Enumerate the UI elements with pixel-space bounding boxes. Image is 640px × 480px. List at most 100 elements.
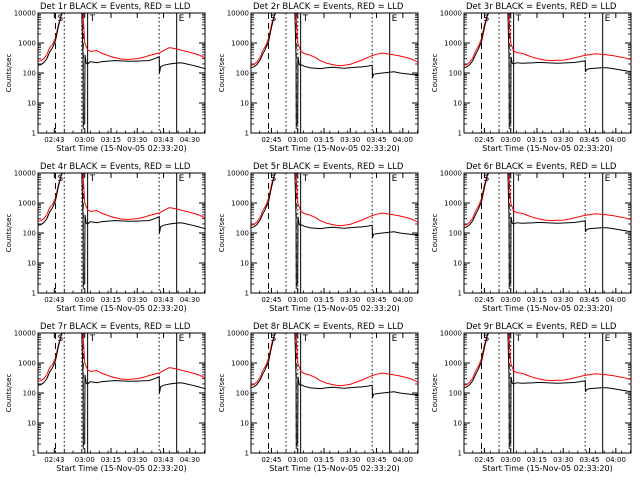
x-tick-label: 03:15 <box>101 456 121 464</box>
panel-det-6: Det 6r BLACK = Events, RED = LLD 1 10 100 10… <box>431 162 632 313</box>
data-series-group <box>38 333 205 445</box>
x-tick-label: 03:15 <box>101 136 121 144</box>
time-marker-label: E <box>179 174 185 184</box>
y-tick-label: 1000 <box>444 40 462 48</box>
panel-title: Det 5r BLACK = Events, RED = LLD <box>253 162 404 172</box>
x-tick-label: 03:00 <box>75 296 95 304</box>
y-tick-label: 1 <box>458 450 462 458</box>
data-series-group <box>251 333 418 445</box>
data-series-group <box>251 173 418 285</box>
time-marker-label: T <box>302 14 309 24</box>
y-tick-label: 10 <box>453 420 462 428</box>
time-marker-label: E <box>392 174 398 184</box>
time-marker-label: E <box>392 14 398 24</box>
time-marker-label: E <box>605 14 611 24</box>
plot-frame <box>37 332 206 454</box>
y-tick-label: 10 <box>27 260 36 268</box>
x-tick-label: 03:00 <box>75 136 95 144</box>
x-tick-label: 04:00 <box>606 456 626 464</box>
x-tick-label: 03:15 <box>314 136 334 144</box>
x-tick-label: 03:45 <box>579 136 599 144</box>
y-tick-label: 10000 <box>14 330 36 338</box>
y-tick-label: 100 <box>236 230 249 238</box>
y-tick-label: 1000 <box>444 360 462 368</box>
y-axis-label: Counts/sec <box>218 54 226 93</box>
y-axis-label: Counts/sec <box>431 374 439 413</box>
x-axis-label: Start Time (15-Nov-05 02:33:20) <box>269 464 399 473</box>
time-marker-label: T <box>89 14 96 24</box>
time-marker-label: T <box>515 334 522 344</box>
y-tick-label: 1 <box>245 290 249 298</box>
panel-det-8: Det 8r BLACK = Events, RED = LLD 1 10 100 10… <box>218 322 419 473</box>
x-tick-label: 03:00 <box>501 136 521 144</box>
time-marker-label: T <box>89 334 96 344</box>
x-tick-label: 03:45 <box>366 136 386 144</box>
data-series-group <box>38 173 205 285</box>
panel-det-9: Det 9r BLACK = Events, RED = LLD 1 10 100 10… <box>431 322 632 473</box>
time-marker-label: T <box>515 174 522 184</box>
series-line-lld <box>251 173 418 227</box>
x-tick-label: 03:30 <box>340 456 360 464</box>
x-axis-label: Start Time (15-Nov-05 02:33:20) <box>56 464 186 473</box>
x-tick-label: 02:45 <box>261 456 281 464</box>
x-tick-label: 04:00 <box>606 136 626 144</box>
x-axis-label: Start Time (15-Nov-05 02:33:20) <box>482 144 612 153</box>
time-marker-label: E <box>392 334 398 344</box>
panel-title: Det 9r BLACK = Events, RED = LLD <box>466 322 617 332</box>
y-tick-label: 10000 <box>14 170 36 178</box>
x-tick-label: 03:15 <box>527 456 547 464</box>
x-tick-label: 03:15 <box>101 296 121 304</box>
data-series-group <box>464 333 631 445</box>
x-axis-label: Start Time (15-Nov-05 02:33:20) <box>482 464 612 473</box>
x-tick-label: 04:00 <box>393 456 413 464</box>
x-tick-label: 04:00 <box>393 296 413 304</box>
y-tick-label: 100 <box>236 390 249 398</box>
y-tick-label: 1000 <box>231 360 249 368</box>
series-line-events <box>251 333 418 445</box>
x-tick-label: 03:00 <box>501 456 521 464</box>
x-tick-label: 03:30 <box>127 456 147 464</box>
panel-det-1: Det 1r BLACK = Events, RED = LLD 1 10 100 10… <box>5 2 206 153</box>
series-line-lld <box>464 173 631 226</box>
time-marker-label: T <box>302 174 309 184</box>
x-tick-label: 02:43 <box>44 136 64 144</box>
panel-title: Det 3r BLACK = Events, RED = LLD <box>466 2 617 12</box>
time-marker-label: T <box>515 14 522 24</box>
y-tick-label: 100 <box>449 70 462 78</box>
x-tick-label: 02:45 <box>261 136 281 144</box>
panel-title: Det 6r BLACK = Events, RED = LLD <box>466 162 617 172</box>
time-marker-label: E <box>179 14 185 24</box>
y-tick-label: 100 <box>449 390 462 398</box>
series-line-lld <box>251 333 418 387</box>
y-tick-label: 10 <box>240 100 249 108</box>
x-tick-label: 03:15 <box>527 296 547 304</box>
panel-title: Det 8r BLACK = Events, RED = LLD <box>253 322 404 332</box>
y-tick-label: 100 <box>236 70 249 78</box>
series-line-lld <box>464 13 631 66</box>
y-tick-label: 1 <box>458 130 462 138</box>
panel-det-2: Det 2r BLACK = Events, RED = LLD 1 10 100 10… <box>218 2 419 153</box>
x-axis-label: Start Time (15-Nov-05 02:33:20) <box>482 304 612 313</box>
y-tick-label: 100 <box>23 230 36 238</box>
panel-title: Det 1r BLACK = Events, RED = LLD <box>40 2 191 12</box>
y-tick-label: 10 <box>453 100 462 108</box>
x-tick-label: 03:30 <box>553 296 573 304</box>
x-tick-label: 02:45 <box>261 296 281 304</box>
series-line-events <box>464 333 631 445</box>
y-axis-label: Counts/sec <box>218 214 226 253</box>
x-tick-label: 04:30 <box>180 456 200 464</box>
x-tick-label: 03:15 <box>314 456 334 464</box>
x-tick-label: 03:45 <box>579 296 599 304</box>
y-axis-label: Counts/sec <box>5 214 13 253</box>
data-series-group <box>251 13 418 125</box>
x-tick-label: 03:43 <box>153 296 173 304</box>
time-marker-label: T <box>89 174 96 184</box>
y-tick-label: 1 <box>245 130 249 138</box>
time-marker-label: E <box>605 174 611 184</box>
x-tick-label: 03:30 <box>553 456 573 464</box>
x-tick-label: 02:45 <box>474 296 494 304</box>
plot-frame <box>250 332 419 454</box>
x-tick-label: 03:15 <box>314 296 334 304</box>
y-axis-label: Counts/sec <box>5 374 13 413</box>
